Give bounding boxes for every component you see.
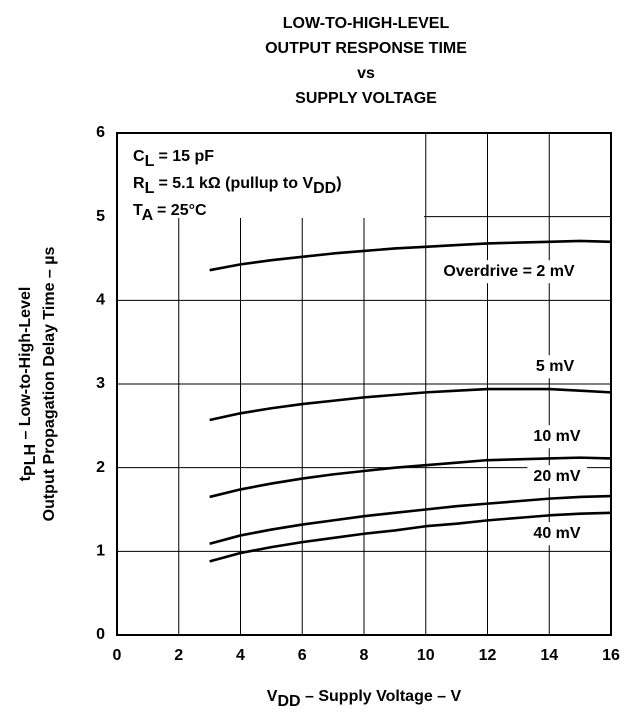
text-run: = 15 pF	[154, 148, 214, 165]
y-tick-label: 3	[96, 375, 105, 392]
y-tick-label: 5	[96, 208, 105, 225]
subscript: DD	[277, 693, 300, 710]
subscript: L	[145, 180, 155, 197]
series-label: 40 mV	[533, 525, 580, 542]
y-axis-label: tPLH – Low-to-High-Level	[17, 287, 39, 482]
subscript: A	[142, 207, 154, 224]
text-run: C	[133, 148, 145, 165]
text-run: = 5.1 kΩ (pullup to V	[154, 175, 313, 192]
annotation: CL = 15 pF	[133, 148, 214, 170]
subscript: PLH	[22, 444, 39, 476]
text-run: R	[133, 175, 145, 192]
series-label: 10 mV	[533, 428, 580, 445]
x-tick-label: 2	[174, 647, 183, 664]
series-label-background	[437, 260, 581, 284]
x-axis-label: VDD – Supply Voltage – V	[267, 688, 462, 710]
x-tick-label: 12	[479, 647, 497, 664]
x-tick-label: 8	[360, 647, 369, 664]
text-run: – Supply Voltage – V	[301, 688, 462, 705]
series-label: 5 mV	[536, 358, 575, 375]
text-run: V	[267, 688, 278, 705]
text-run: )	[336, 175, 341, 192]
text-run: T	[133, 202, 143, 219]
series-line	[209, 387, 612, 422]
annotation-background	[118, 134, 424, 218]
plot-frame	[116, 132, 612, 636]
x-tick-label: 6	[298, 647, 307, 664]
y-tick-label: 1	[96, 543, 105, 560]
y-tick-label: 4	[96, 292, 105, 309]
x-tick-label: 16	[602, 647, 620, 664]
series-label-background	[527, 425, 587, 449]
series-line	[209, 511, 612, 563]
text-run: – Low-to-High-Level	[17, 287, 34, 444]
series-label: Overdrive = 2 mV	[443, 263, 575, 280]
y-tick-label: 6	[96, 124, 105, 141]
chart-title: SUPPLY VOLTAGE	[295, 90, 437, 107]
series-label: 20 mV	[533, 468, 580, 485]
series-label-background	[529, 355, 581, 379]
y-axis-label: Output Propagation Delay Time – µs	[41, 247, 58, 522]
x-tick-label: 0	[113, 647, 122, 664]
chart-title: vs	[357, 65, 375, 82]
chart-title: OUTPUT RESPONSE TIME	[265, 40, 467, 57]
annotation: TA = 25°C	[133, 202, 207, 224]
series-label-background	[527, 522, 587, 546]
chart-title: LOW-TO-HIGH-LEVEL	[283, 15, 450, 32]
text-run: Output Propagation Delay Time – µs	[41, 247, 58, 522]
text-run: t	[17, 475, 34, 481]
y-tick-label: 0	[96, 626, 105, 643]
series-line	[209, 239, 612, 272]
text-run: = 25°C	[153, 202, 207, 219]
y-tick-label: 2	[96, 459, 105, 476]
series-label-background	[527, 465, 587, 489]
series-line	[209, 494, 612, 546]
x-tick-label: 4	[236, 647, 245, 664]
subscript: DD	[313, 180, 336, 197]
x-tick-label: 14	[540, 647, 558, 664]
series-line	[209, 456, 612, 499]
annotation: RL = 5.1 kΩ (pullup to VDD)	[133, 175, 342, 197]
subscript: L	[145, 153, 155, 170]
x-tick-label: 10	[417, 647, 435, 664]
